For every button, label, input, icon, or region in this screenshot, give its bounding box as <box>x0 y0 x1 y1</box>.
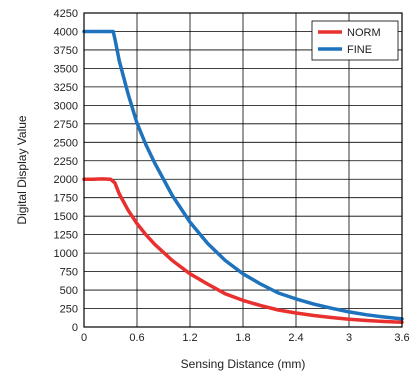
y-tick-label: 1000 <box>54 248 78 260</box>
y-tick-label: 0 <box>72 322 78 334</box>
y-axis-title: Digital Display Value <box>15 115 29 224</box>
series-line-norm <box>82 177 404 324</box>
legend: NORM FINE <box>311 20 399 61</box>
y-tick-label: 2750 <box>54 119 78 131</box>
series-line-fine <box>82 29 404 321</box>
y-tick-label: 250 <box>60 304 78 316</box>
x-tick-label: 0.6 <box>129 332 144 344</box>
y-tick-label: 3000 <box>54 100 78 112</box>
x-tick-label: 3.6 <box>394 332 409 344</box>
y-tick-label: 2000 <box>54 174 78 186</box>
x-tick-label: 1.2 <box>182 332 197 344</box>
y-tick-label: 2500 <box>54 137 78 149</box>
x-axis-ticks: 0 0.6 1.2 1.8 2.4 3 3.6 <box>81 332 410 344</box>
y-tick-label: 3250 <box>54 82 78 94</box>
y-tick-label: 1250 <box>54 230 78 242</box>
legend-label-norm: NORM <box>347 27 381 39</box>
series-layer <box>82 29 404 324</box>
y-tick-label: 1750 <box>54 193 78 205</box>
y-tick-label: 3750 <box>54 45 78 57</box>
legend-label-fine: FINE <box>347 44 372 56</box>
x-tick-label: 0 <box>81 332 87 344</box>
y-tick-label: 4250 <box>54 8 78 20</box>
x-tick-label: 2.4 <box>288 332 303 344</box>
y-tick-label: 2250 <box>54 156 78 168</box>
y-axis-ticks: 0 250 500 750 1000 1250 1500 1750 2000 2250 2500 27… <box>54 8 78 334</box>
x-tick-label: 3 <box>346 332 352 344</box>
y-tick-label: 750 <box>60 267 78 279</box>
y-tick-label: 500 <box>60 285 78 297</box>
y-tick-label: 4000 <box>54 26 78 38</box>
plot-frame <box>83 12 403 328</box>
y-tick-label: 1500 <box>54 211 78 223</box>
y-tick-label: 3500 <box>54 63 78 75</box>
legend-box <box>311 20 399 61</box>
x-axis-title: Sensing Distance (mm) <box>181 357 306 371</box>
x-tick-label: 1.8 <box>235 332 250 344</box>
